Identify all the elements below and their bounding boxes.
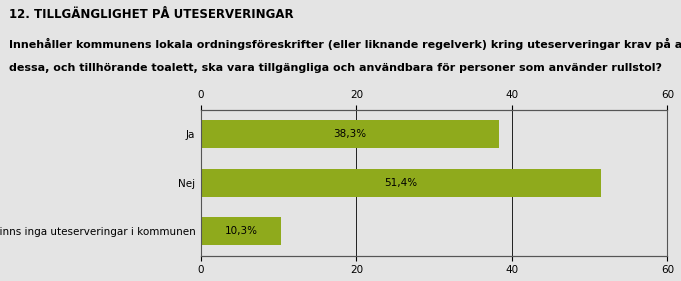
Bar: [201, 120, 498, 148]
Text: dessa, och tillhörande toalett, ska vara tillgängliga och användbara för persone: dessa, och tillhörande toalett, ska vara…: [9, 63, 662, 73]
Text: Innehåller kommunens lokala ordningsföreskrifter (eller liknande regelverk) krin: Innehåller kommunens lokala ordningsföre…: [9, 38, 681, 50]
Bar: [201, 169, 601, 197]
Text: 10,3%: 10,3%: [225, 226, 257, 236]
Text: 38,3%: 38,3%: [333, 129, 366, 139]
Text: 51,4%: 51,4%: [384, 178, 417, 188]
Text: 12. TILLGÄNGLIGHET PÅ UTESERVERINGAR: 12. TILLGÄNGLIGHET PÅ UTESERVERINGAR: [9, 8, 294, 21]
Bar: [201, 217, 281, 246]
